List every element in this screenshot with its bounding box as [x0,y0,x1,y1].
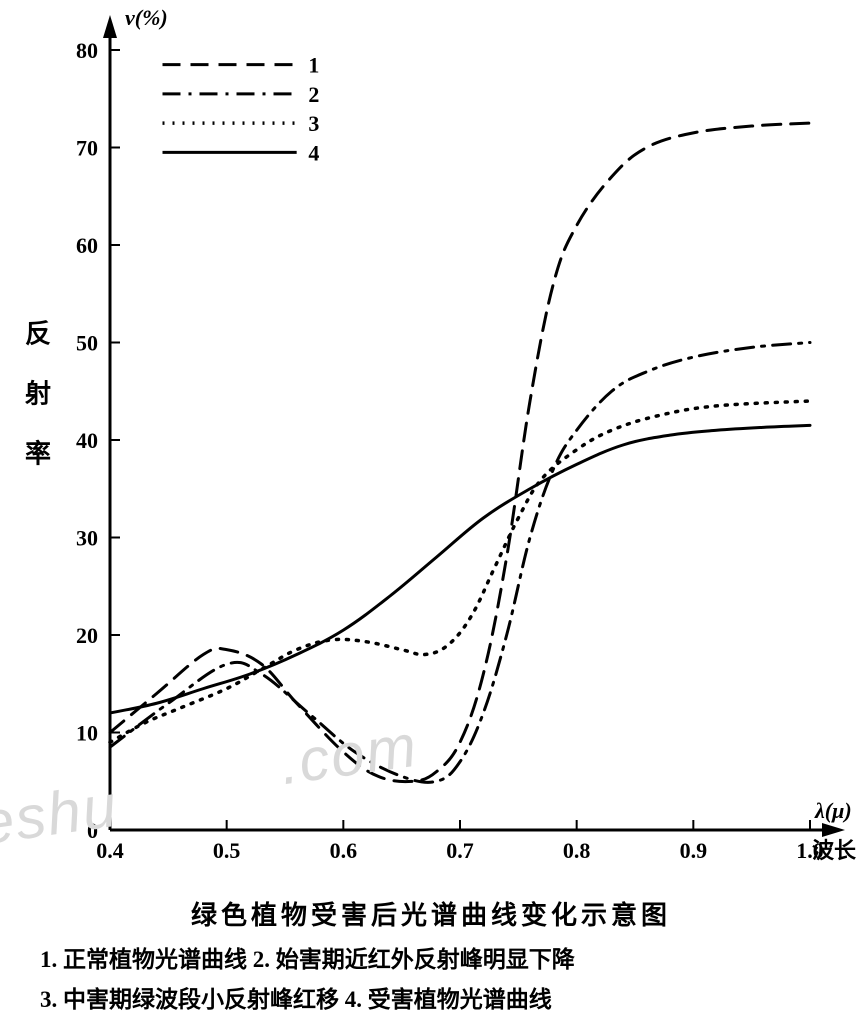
chart-title: 绿色植物受害后光谱曲线变化示意图 [0,895,862,932]
y-axis-title-char: 率 [25,439,51,469]
x-tick-label: 0.4 [96,838,124,863]
legend-label-4: 4 [308,140,319,165]
x-tick-label: 0.8 [563,838,591,863]
caption-line-2: 3. 中害期绿波段小反射峰红移 4. 受害植物光谱曲线 [40,980,552,1014]
y-tick-label: 40 [76,428,98,453]
page-root: eshu .com 010203040506070800.40.50.60.70… [0,0,862,1022]
caption-line-1: 1. 正常植物光谱曲线 2. 始害期近红外反射峰明显下降 [40,940,575,974]
x-tick-label: 0.5 [213,838,241,863]
x-axis-label-bottom: 波长 [812,838,857,863]
series-3 [110,401,810,742]
y-tick-label: 50 [76,331,98,356]
y-tick-label: 80 [76,38,98,63]
legend-label-2: 2 [308,82,319,107]
y-tick-label: 10 [76,721,98,746]
x-axis-label-top: λ(μ) [814,798,852,823]
x-tick-label: 0.9 [680,838,708,863]
spectral-chart: 010203040506070800.40.50.60.70.80.91.0ν(… [0,0,862,870]
y-tick-label: 20 [76,623,98,648]
y-tick-label: 30 [76,526,98,551]
y-axis-arrow [103,15,117,38]
x-axis-arrow [822,823,845,837]
y-tick-label: 70 [76,136,98,161]
y-tick-label: 60 [76,233,98,258]
y-axis-title-char: 射 [24,380,51,409]
series-1 [110,123,810,781]
y-axis-title-char: 反 [25,320,51,349]
x-tick-label: 0.6 [330,838,358,863]
x-tick-label: 0.7 [446,838,474,863]
y-axis-label: ν(%) [125,5,168,30]
legend-label-1: 1 [308,53,319,78]
legend-label-3: 3 [308,111,319,136]
